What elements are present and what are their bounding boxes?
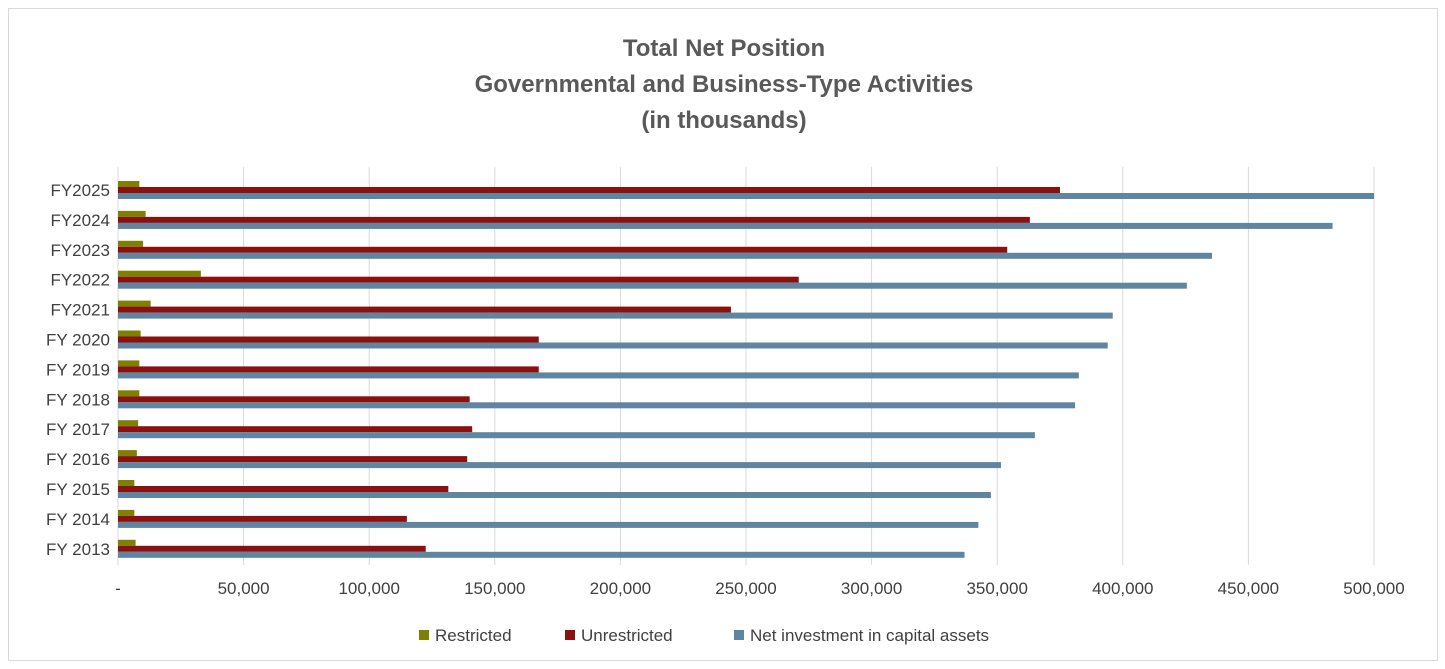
chart-title-line-1: Total Net Position [623, 35, 825, 62]
x-tick-label: 500,000 [1343, 579, 1404, 598]
bar-unrestricted [118, 396, 470, 403]
bar-restricted [118, 539, 136, 546]
x-tick-label: 150,000 [464, 579, 525, 598]
bar-restricted [118, 420, 139, 427]
category-label: FY 2020 [46, 331, 110, 350]
legend-swatch [565, 630, 575, 640]
category-label: FY2024 [50, 211, 110, 230]
legend-label: Net investment in capital assets [750, 626, 989, 645]
bar-net-investment-in-capital-assets [118, 372, 1079, 379]
bar-unrestricted [118, 426, 473, 433]
bar-restricted [118, 330, 141, 337]
x-tick-label: 300,000 [841, 579, 902, 598]
chart-title-line-3: (in thousands) [641, 107, 806, 134]
x-tick-label: 400,000 [1092, 579, 1153, 598]
x-tick-label: 200,000 [590, 579, 651, 598]
bar-unrestricted [118, 276, 799, 283]
bar-restricted [118, 480, 135, 486]
bar-unrestricted [118, 486, 449, 492]
bar-unrestricted [118, 366, 539, 373]
category-label: FY 2014 [46, 510, 110, 529]
bar-restricted [118, 390, 140, 397]
category-label: FY 2016 [46, 450, 110, 469]
x-tick-label: 50,000 [218, 579, 270, 598]
bar-restricted [118, 360, 140, 367]
bar-net-investment-in-capital-assets [118, 312, 1113, 319]
bar-restricted [118, 300, 151, 307]
value-axis-labels: - 50,000 100,000 150,000 200,000 250,000 300,0… [115, 579, 1405, 598]
category-axis-labels: FY 2013 FY 2014 FY 2015 FY 2016 FY 2017 FY 20… [46, 181, 110, 559]
bar-unrestricted [118, 336, 539, 343]
bar-unrestricted [118, 515, 407, 522]
x-tick-label: 450,000 [1218, 579, 1279, 598]
bar-net-investment-in-capital-assets [118, 551, 965, 558]
bar-net-investment-in-capital-assets [118, 521, 979, 528]
legend-swatch [419, 630, 429, 640]
x-tick-label: - [115, 579, 121, 598]
category-label: FY 2013 [46, 540, 110, 559]
category-label: FY2021 [50, 301, 110, 320]
x-tick-label: 350,000 [966, 579, 1027, 598]
legend-label: Restricted [435, 626, 512, 645]
bar-net-investment-in-capital-assets [118, 252, 1212, 259]
bar-unrestricted [118, 216, 1030, 223]
bar-restricted [118, 450, 137, 457]
category-label: FY 2017 [46, 420, 110, 439]
bar-unrestricted [118, 456, 468, 463]
bar-unrestricted [118, 545, 426, 552]
bar-net-investment-in-capital-assets [118, 193, 1374, 199]
bar-restricted [118, 240, 144, 247]
category-label: FY2025 [50, 181, 110, 200]
category-label: FY 2019 [46, 360, 110, 379]
x-tick-label: 250,000 [715, 579, 776, 598]
category-label: FY 2018 [46, 390, 110, 409]
bar-unrestricted [118, 306, 731, 313]
category-label: FY2023 [50, 241, 110, 260]
bar-chart: Total Net Position Governmental and Busi… [46, 35, 1405, 645]
legend-label: Unrestricted [581, 626, 673, 645]
bar-unrestricted [118, 246, 1008, 253]
category-label: FY 2015 [46, 480, 110, 499]
bar-restricted [118, 509, 135, 516]
bar-net-investment-in-capital-assets [118, 342, 1108, 349]
bar-net-investment-in-capital-assets [118, 282, 1187, 289]
chart-title-line-2: Governmental and Business-Type Activitie… [475, 71, 974, 98]
x-tick-label: 100,000 [338, 579, 399, 598]
bar-restricted [118, 210, 146, 217]
bar-net-investment-in-capital-assets [118, 432, 1035, 439]
bars [118, 181, 1374, 558]
bar-restricted [118, 181, 140, 187]
chart-title: Total Net Position Governmental and Busi… [475, 35, 974, 134]
bar-unrestricted [118, 187, 1060, 193]
category-label: FY2022 [50, 271, 110, 290]
legend-swatch [734, 630, 744, 640]
gridlines [117, 167, 1375, 565]
legend: Restricted Unrestricted Net investment in … [419, 626, 989, 645]
bar-net-investment-in-capital-assets [118, 492, 991, 498]
bar-net-investment-in-capital-assets [118, 222, 1333, 229]
bar-net-investment-in-capital-assets [118, 402, 1076, 409]
chart-frame: Total Net Position Governmental and Busi… [8, 8, 1438, 661]
bar-restricted [118, 270, 201, 277]
bar-net-investment-in-capital-assets [118, 462, 1001, 469]
